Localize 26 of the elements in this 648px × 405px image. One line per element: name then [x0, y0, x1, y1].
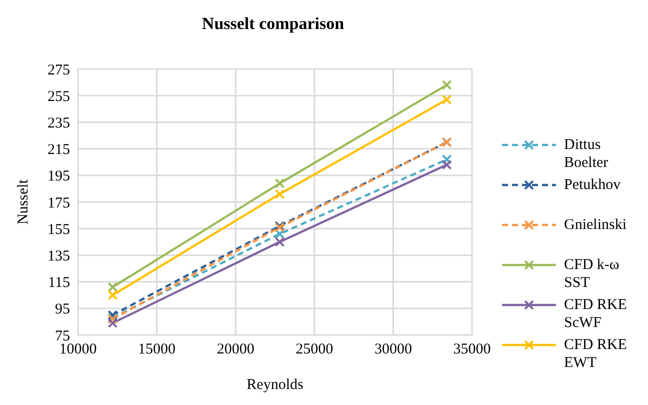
y-tick-label: 115	[48, 275, 70, 292]
legend-label: Petukhov	[564, 176, 622, 194]
y-tick-label: 195	[48, 168, 70, 185]
x-tick-label: 35000	[453, 342, 491, 358]
y-tick-label: 75	[55, 328, 70, 344]
y-tick-label: 95	[55, 302, 70, 318]
y-tick-label: 215	[48, 142, 70, 158]
legend-label: Dittus Boelter	[564, 136, 610, 172]
legend-label: Gnielinski	[564, 216, 628, 234]
x-tick-label: 15000	[138, 342, 176, 358]
y-tick-label: 235	[48, 116, 70, 132]
x-tick-label: 25000	[296, 342, 334, 358]
x-axis-title: Reynolds	[246, 377, 304, 393]
y-tick-label: 175	[48, 195, 70, 212]
legend-label: CFD RKE ScWF	[564, 296, 628, 332]
y-axis-title: Nusselt	[15, 178, 32, 224]
chart-title: Nusselt comparison	[200, 14, 346, 34]
y-tick-label: 255	[48, 88, 70, 105]
y-tick-label: 135	[48, 248, 70, 265]
x-tick-label: 20000	[216, 342, 254, 358]
legend-label: CFD RKE EWT	[564, 336, 628, 372]
x-tick-label: 30000	[374, 342, 412, 358]
y-tick-label: 275	[48, 62, 70, 78]
y-tick-label: 155	[48, 222, 70, 238]
legend-label: CFD k-ω SST	[564, 256, 620, 292]
x-tick-label: 10000	[59, 342, 97, 358]
